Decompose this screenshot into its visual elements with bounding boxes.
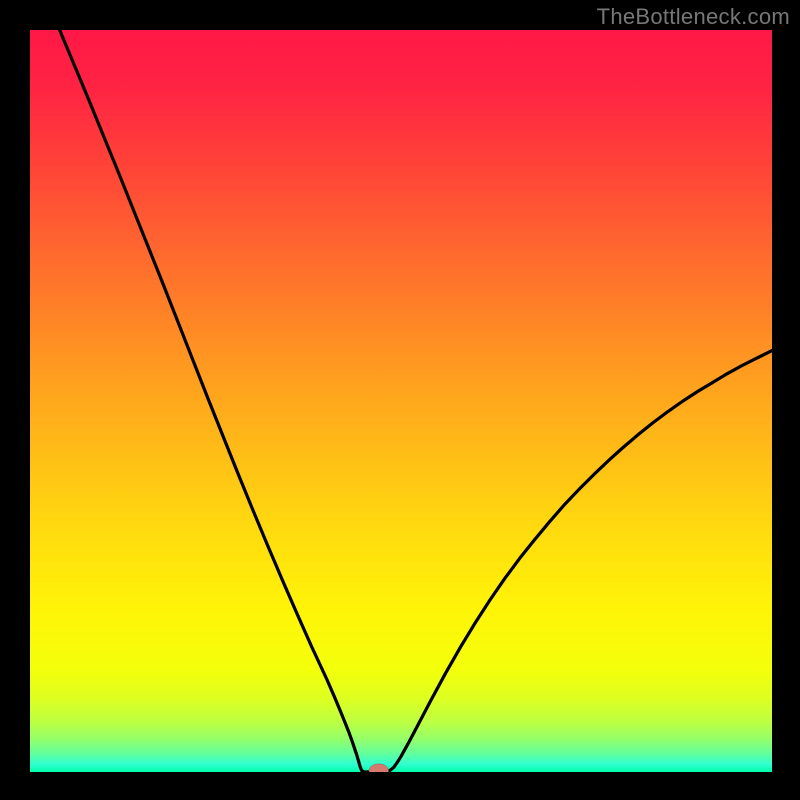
canvas: TheBottleneck.com [0, 0, 800, 800]
plot-area [30, 30, 772, 772]
chart-background [30, 30, 772, 772]
bottleneck-curve-chart [30, 30, 772, 772]
watermark-text: TheBottleneck.com [597, 4, 790, 30]
